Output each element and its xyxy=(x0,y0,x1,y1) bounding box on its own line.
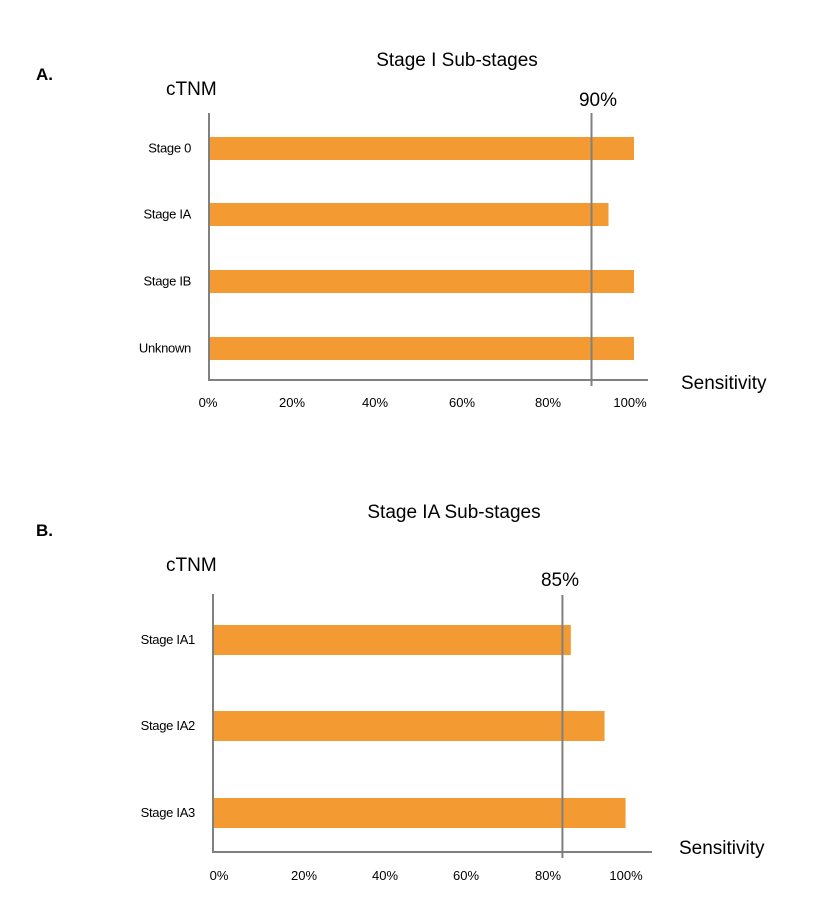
panel-label-a: A. xyxy=(36,65,53,84)
chart-a-category-label: Unknown xyxy=(139,341,191,356)
chart-b-x-label: Sensitivity xyxy=(679,838,765,859)
chart-b-bar-1 xyxy=(214,625,571,655)
chart-a-bar-3 xyxy=(210,270,634,293)
chart-a-category-label: Stage 0 xyxy=(148,141,191,156)
chart-b-bar-2 xyxy=(214,711,605,741)
chart-a-title: Stage I Sub-stages xyxy=(376,50,538,71)
chart-a-x-tick-label: 0% xyxy=(199,395,218,410)
chart-a-bar-2 xyxy=(210,203,609,226)
chart-b-reference-label: 85% xyxy=(541,570,579,591)
chart-b-x-tick-label: 100% xyxy=(609,868,643,883)
chart-a-bar-1 xyxy=(210,137,634,160)
chart-a-category-label: Stage IA xyxy=(144,207,192,222)
chart-b-x-tick-label: 20% xyxy=(291,868,317,883)
chart-a-x-tick-label: 100% xyxy=(613,395,647,410)
chart-b-category-label: Stage IA2 xyxy=(141,718,195,733)
chart-a-x-tick-label: 20% xyxy=(279,395,305,410)
chart-b-y-label: cTNM xyxy=(166,555,217,576)
panel-label-b: B. xyxy=(36,521,53,540)
chart-b: B. Stage IA Sub-stages cTNM 85% Sensitiv… xyxy=(36,502,765,883)
chart-b-title: Stage IA Sub-stages xyxy=(367,502,540,523)
chart-a-reference-label: 90% xyxy=(579,90,617,111)
chart-b-x-tick-label: 40% xyxy=(372,868,398,883)
chart-b-x-tick-label: 60% xyxy=(453,868,479,883)
chart-a-category-label: Stage IB xyxy=(144,274,191,289)
chart-b-bar-3 xyxy=(214,798,626,828)
chart-b-category-label: Stage IA3 xyxy=(141,805,195,820)
chart-a-x-tick-label: 80% xyxy=(535,395,561,410)
chart-a-x-label: Sensitivity xyxy=(681,373,767,394)
chart-a-x-tick-label: 40% xyxy=(362,395,388,410)
chart-b-x-tick-label: 0% xyxy=(210,868,229,883)
chart-b-category-label: Stage IA1 xyxy=(141,632,195,647)
chart-a-bar-4 xyxy=(210,337,634,360)
chart-b-x-tick-label: 80% xyxy=(535,868,561,883)
chart-a-y-label: cTNM xyxy=(166,79,217,100)
chart-a-x-tick-label: 60% xyxy=(449,395,475,410)
chart-a: A. Stage I Sub-stages cTNM 90% Sensitivi… xyxy=(36,50,767,410)
